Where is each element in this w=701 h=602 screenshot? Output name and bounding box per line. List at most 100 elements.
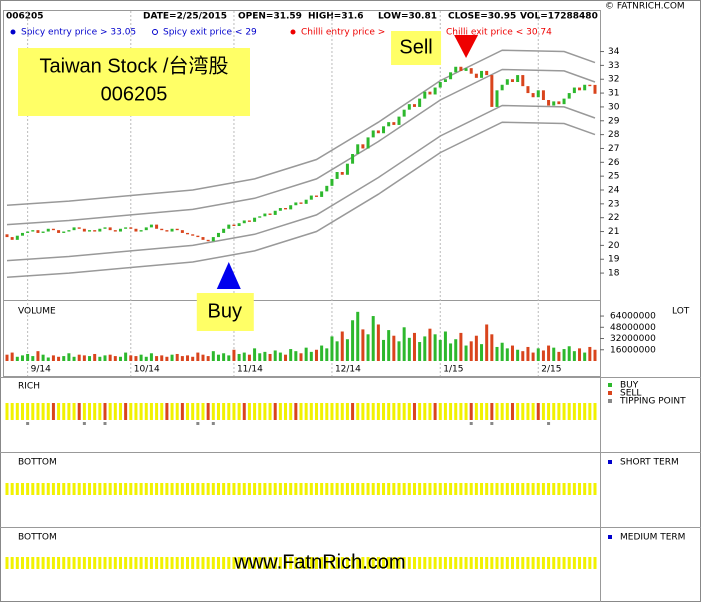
candle: [263, 213, 267, 217]
signal-bar: [98, 403, 102, 420]
candle: [62, 231, 66, 233]
candle: [356, 144, 360, 154]
volume-bar: [552, 347, 556, 361]
volume-bar: [474, 335, 478, 361]
y-tick-label: 23: [608, 199, 619, 209]
signal-bar: [495, 403, 499, 420]
volume-bar: [464, 345, 468, 361]
volume-bar: [438, 339, 442, 361]
signal-bar: [314, 403, 318, 420]
signal-bar: [26, 483, 30, 495]
candle: [196, 235, 200, 238]
y-tick-label: 25: [608, 172, 619, 182]
signal-bar: [206, 557, 210, 569]
signal-bar: [15, 483, 19, 495]
signal-bar: [88, 403, 92, 420]
candle: [175, 228, 179, 231]
candle: [237, 223, 241, 226]
signal-bar: [340, 557, 344, 569]
signal-bar: [567, 483, 571, 495]
signal-bar: [41, 557, 45, 569]
signal-bar: [247, 403, 251, 420]
volume-bar: [294, 351, 298, 361]
signal-bar: [433, 483, 437, 495]
signal-bar: [588, 557, 592, 569]
candle: [165, 230, 169, 232]
signal-bar: [93, 557, 97, 569]
signal-bar: [474, 557, 478, 569]
candle: [335, 172, 339, 179]
signal-bar: [88, 483, 92, 495]
volume-bar: [495, 346, 499, 361]
signal-bar: [578, 483, 582, 495]
signal-bar: [284, 557, 288, 569]
signal-bar: [5, 403, 9, 420]
signal-bar: [438, 403, 442, 420]
candle: [170, 228, 174, 232]
signal-bar: [139, 557, 143, 569]
signal-bar: [541, 557, 545, 569]
signal-bar: [361, 483, 365, 495]
candle: [474, 73, 478, 78]
candle: [294, 202, 298, 206]
volume-bar: [366, 334, 370, 361]
signal-bar: [371, 483, 375, 495]
signal-bar: [72, 403, 76, 420]
volume-bar: [98, 356, 102, 361]
signal-bar: [149, 403, 153, 420]
signal-bar: [382, 483, 386, 495]
signal-bar: [180, 483, 184, 495]
signal-bar: [175, 483, 179, 495]
signal-bar: [232, 483, 236, 495]
volume-bar: [309, 351, 313, 361]
signal-bar: [77, 483, 81, 495]
signal-bar: [531, 403, 535, 420]
signal-bar: [227, 483, 231, 495]
legend-item: MEDIUM TERM: [620, 533, 685, 543]
signal-bar: [567, 403, 571, 420]
signal-bar: [232, 403, 236, 420]
candle: [588, 84, 592, 87]
y-tick-label: 16000000: [610, 345, 656, 355]
signal-bar: [361, 403, 365, 420]
y-tick-label: 31: [608, 89, 619, 99]
signal-bar: [397, 403, 401, 420]
signal-bar: [88, 557, 92, 569]
candle: [160, 228, 164, 231]
candle: [144, 227, 148, 231]
signal-bar: [562, 483, 566, 495]
volume-bar: [289, 349, 293, 361]
tipping-point: [469, 422, 473, 425]
signal-bar: [46, 403, 50, 420]
volume-bar: [62, 356, 66, 361]
candle: [397, 116, 401, 125]
candle: [278, 208, 282, 211]
candle: [10, 237, 14, 240]
candle: [93, 230, 97, 232]
volume-bar: [51, 355, 55, 361]
low: LOW=30.81: [378, 12, 437, 22]
signal-bar: [10, 557, 14, 569]
signal-bar: [443, 403, 447, 420]
signal-bar: [108, 403, 112, 420]
signal-bar: [490, 557, 494, 569]
signal-bar: [299, 557, 303, 569]
legend-swatch: [608, 535, 612, 539]
signal-bar: [186, 483, 190, 495]
signal-bar: [412, 557, 416, 569]
signal-bar: [134, 557, 138, 569]
volume-bar: [593, 349, 597, 361]
signal-bar: [258, 483, 262, 495]
signal-bar: [113, 403, 117, 420]
volume-bar: [93, 353, 97, 361]
signal-bar: [325, 483, 329, 495]
volume-bar: [124, 352, 128, 361]
volume-bar: [180, 356, 184, 361]
legend-item: SHORT TERM: [620, 458, 679, 468]
signal-bar: [474, 483, 478, 495]
signal-bar: [149, 557, 153, 569]
signal-bar: [505, 557, 509, 569]
sell-signal: [510, 403, 514, 420]
signal-bar: [459, 557, 463, 569]
band: [6, 121, 596, 278]
